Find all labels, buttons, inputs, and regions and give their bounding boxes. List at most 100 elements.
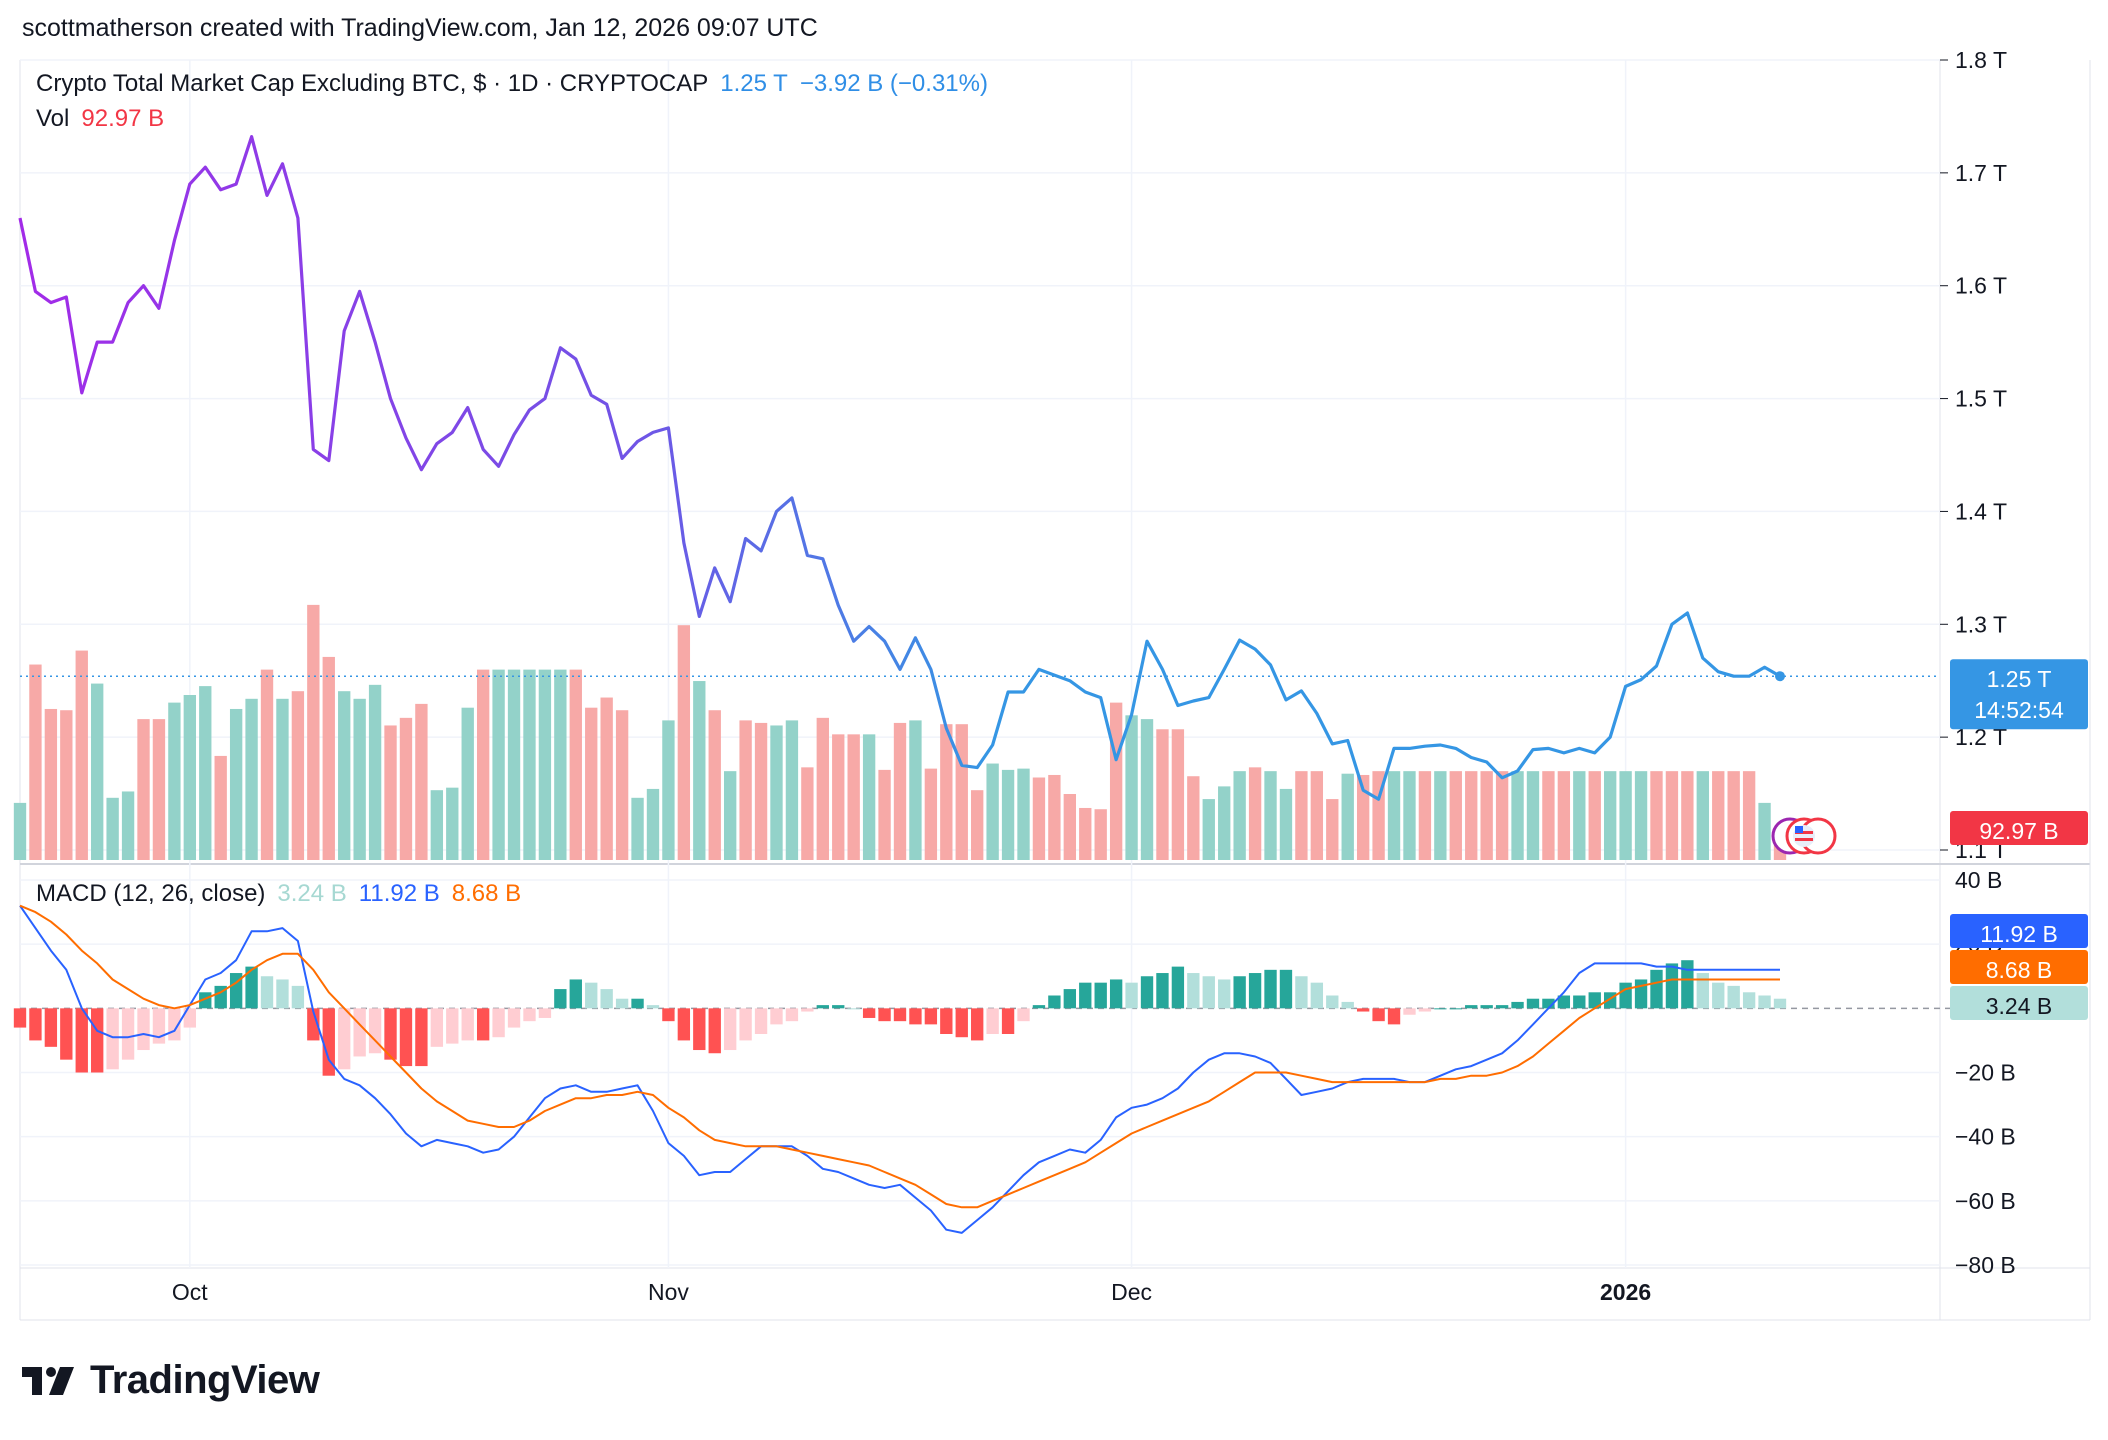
macd-histogram bbox=[13, 960, 1787, 1076]
volume-bar bbox=[322, 656, 335, 860]
volume-label[interactable]: Vol bbox=[36, 105, 70, 132]
volume-bar bbox=[909, 720, 922, 860]
volume-bar bbox=[476, 669, 490, 860]
volume-bar bbox=[1356, 774, 1370, 860]
volume-tag: 92.97 B bbox=[1950, 811, 2088, 845]
price-tick-label: 1.5 T bbox=[1955, 386, 2007, 412]
volume-bar bbox=[1418, 771, 1432, 860]
macd-histogram-bar bbox=[554, 989, 567, 1009]
volume-bar bbox=[1326, 799, 1339, 860]
price-tags: 1.25 T 14:52:54 92.97 B 11.92 B 8.68 B 3.24 B bbox=[1950, 659, 2088, 1020]
price-change: −3.92 B (−0.31%) bbox=[799, 70, 988, 97]
volume-bar bbox=[1387, 771, 1401, 860]
volume-bar bbox=[1233, 771, 1246, 860]
macd-histogram-bar bbox=[1218, 979, 1231, 1009]
macd-histogram-bar bbox=[1727, 985, 1740, 1009]
macd-histogram-bar bbox=[1619, 982, 1632, 1009]
macd-tick-label: −20 B bbox=[1955, 1060, 2016, 1086]
macd-histogram-bar bbox=[662, 1008, 675, 1022]
volume-bar bbox=[1079, 807, 1092, 860]
volume-bar bbox=[137, 719, 150, 860]
macd-histogram-bar bbox=[1279, 969, 1293, 1009]
macd-histogram-bar bbox=[183, 1008, 196, 1028]
volume-bar bbox=[75, 650, 88, 860]
volume-bar bbox=[1681, 771, 1694, 860]
macd-histogram-bar bbox=[909, 1008, 922, 1025]
macd-histogram-bar bbox=[1326, 995, 1339, 1009]
volume-bar bbox=[338, 691, 351, 860]
macd-histogram-bar bbox=[1187, 973, 1200, 1009]
macd-histogram-bar bbox=[1742, 992, 1756, 1009]
macd-histogram-bar bbox=[971, 1008, 984, 1041]
macd-histogram-bar bbox=[862, 1008, 876, 1018]
volume-bar bbox=[862, 734, 876, 860]
macd-tick-label: −60 B bbox=[1955, 1188, 2016, 1214]
macd-histogram-bar bbox=[1418, 1008, 1432, 1012]
chart-legend-main: Crypto Total Market Cap Excluding BTC, $… bbox=[36, 70, 988, 98]
macd-histogram-bar bbox=[446, 1008, 459, 1044]
macd-histogram-bar bbox=[1449, 1008, 1462, 1010]
macd-histogram-bar bbox=[1264, 969, 1277, 1009]
volume-bar bbox=[245, 698, 258, 860]
macd-histogram-bar bbox=[1171, 966, 1185, 1009]
last-price-tag: 1.25 T 14:52:54 bbox=[1950, 659, 2088, 730]
volume-bar bbox=[832, 734, 845, 860]
macd-histogram-bar bbox=[569, 979, 582, 1009]
macd-histogram-bar bbox=[307, 1008, 320, 1041]
macd-histogram-bar bbox=[461, 1008, 474, 1041]
volume-bar bbox=[13, 802, 27, 860]
volume-bar bbox=[693, 681, 706, 860]
macd-histogram-bar bbox=[724, 1008, 737, 1051]
volume-bar bbox=[646, 788, 660, 860]
macd-histogram-bar bbox=[538, 1008, 552, 1018]
macd-histogram-bar bbox=[585, 982, 598, 1009]
volume-bar bbox=[1495, 771, 1509, 860]
volume-bar bbox=[1341, 773, 1354, 860]
volume-bar bbox=[446, 787, 459, 860]
volume-bar bbox=[724, 771, 737, 860]
volume-bar bbox=[1017, 768, 1030, 860]
volume-bar bbox=[677, 625, 691, 860]
volume-bar bbox=[893, 722, 907, 860]
volume-bar bbox=[816, 717, 829, 860]
volume-bar bbox=[1650, 771, 1663, 860]
macd-label[interactable]: MACD (12, 26, close) bbox=[36, 880, 266, 907]
tradingview-logo[interactable]: TradingView bbox=[22, 1358, 320, 1403]
volume-bar bbox=[121, 791, 135, 860]
volume-bar bbox=[1526, 771, 1540, 860]
macd-histogram-bar bbox=[75, 1008, 88, 1073]
volume-bar bbox=[1218, 786, 1231, 860]
macd-histogram-bar bbox=[1202, 976, 1215, 1009]
macd-tick-label: 40 B bbox=[1955, 867, 2002, 893]
macd-histogram-bar bbox=[415, 1008, 428, 1067]
macd-histogram-bar bbox=[106, 1008, 119, 1070]
symbol-title[interactable]: Crypto Total Market Cap Excluding BTC, $… bbox=[36, 70, 709, 97]
macd-histogram-bar bbox=[1372, 1008, 1385, 1022]
macd-histogram-bar bbox=[1248, 973, 1262, 1009]
volume-bar bbox=[1604, 771, 1617, 860]
volume-bar bbox=[924, 768, 938, 860]
chart-legend-volume: Vol 92.97 B bbox=[36, 105, 164, 133]
volume-bar bbox=[1665, 771, 1679, 860]
event-markers[interactable] bbox=[1771, 817, 1837, 855]
macd-histogram-bar bbox=[940, 1008, 953, 1034]
volume-bar bbox=[1001, 769, 1015, 860]
volume-bar bbox=[971, 790, 984, 860]
macd-histogram-bar bbox=[1665, 963, 1679, 1009]
volume-bar bbox=[1634, 771, 1648, 860]
tradingview-logo-icon bbox=[22, 1366, 74, 1395]
volume-bar bbox=[554, 669, 567, 860]
histogram-tag-bg bbox=[1950, 986, 2088, 1020]
volume-bar bbox=[1063, 794, 1076, 860]
volume-bar bbox=[430, 790, 444, 860]
volume-bar bbox=[754, 722, 768, 860]
macd-histogram-bar bbox=[924, 1008, 938, 1025]
time-axis-label: Nov bbox=[648, 1279, 689, 1305]
time-axis-label: Oct bbox=[172, 1279, 208, 1305]
volume-bar bbox=[785, 720, 799, 860]
macd-histogram-bar bbox=[137, 1008, 150, 1051]
volume-bar bbox=[1758, 802, 1771, 860]
macd-histogram-bar bbox=[121, 1008, 135, 1060]
macd-histogram-bar bbox=[399, 1008, 413, 1067]
